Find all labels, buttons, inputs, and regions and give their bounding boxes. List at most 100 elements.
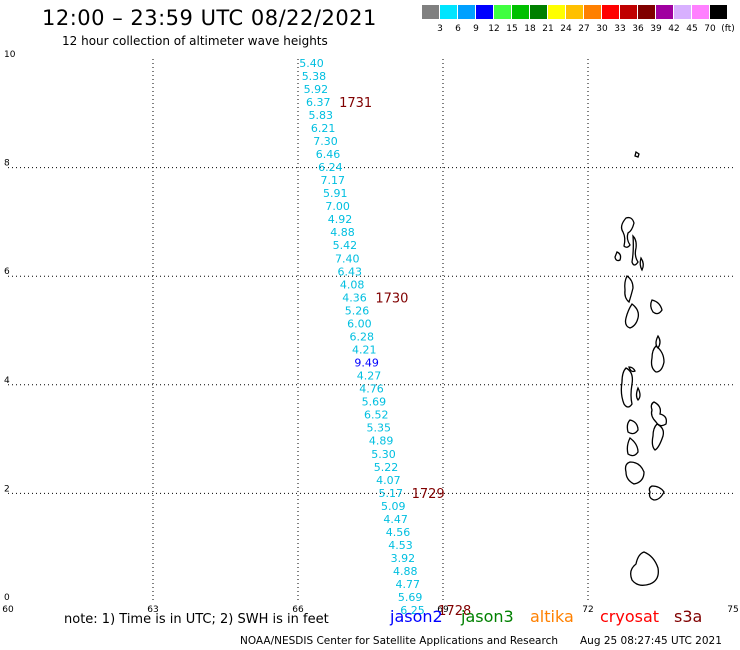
swh-label: 5.09 xyxy=(381,500,406,513)
island-outline xyxy=(628,366,636,373)
legend-label: 45 xyxy=(686,24,698,34)
island-outline xyxy=(620,367,634,408)
island-outline xyxy=(635,386,641,401)
sat-s3a: s3a xyxy=(674,607,703,626)
swh-label: 6.00 xyxy=(347,317,372,330)
island-outline xyxy=(648,485,665,501)
legend-label: 9 xyxy=(473,24,479,34)
legend-swatch xyxy=(566,5,583,19)
lat-tick-label: 0 xyxy=(4,593,10,603)
island-outline xyxy=(650,345,665,373)
sat-jason2: jason2 xyxy=(390,607,443,626)
lon-tick-label: 60 xyxy=(2,605,14,615)
swh-label: 4.89 xyxy=(369,435,394,448)
swh-label: 6.43 xyxy=(337,265,362,278)
legend-label: 33 xyxy=(614,24,626,34)
lon-tick-label: 75 xyxy=(727,605,738,615)
page-subtitle: 12 hour collection of altimeter wave hei… xyxy=(62,34,328,48)
swh-label: 5.83 xyxy=(308,109,333,122)
island-outline xyxy=(634,150,640,158)
time-label: 1730 xyxy=(375,291,408,306)
swh-label: 5.38 xyxy=(302,70,327,83)
legend-label: 18 xyxy=(524,24,536,34)
island-outline xyxy=(651,423,665,451)
swh-label: 5.30 xyxy=(371,448,396,461)
legend-swatch xyxy=(638,5,655,19)
footer-note: note: 1) Time is in UTC; 2) SWH is in fe… xyxy=(64,612,329,627)
time-label: 1729 xyxy=(412,487,445,502)
legend-swatch xyxy=(494,5,511,19)
legend-swatch xyxy=(692,5,709,19)
swh-label: 4.08 xyxy=(340,278,365,291)
lon-tick-label: 72 xyxy=(582,605,593,615)
island-outline xyxy=(624,461,645,485)
swh-label: 4.88 xyxy=(393,565,418,578)
swh-label: 5.35 xyxy=(366,422,391,435)
swh-label: 4.88 xyxy=(330,226,355,239)
swh-label: 5.17 xyxy=(379,487,404,500)
legend-swatch xyxy=(512,5,529,19)
swh-label: 4.07 xyxy=(376,474,401,487)
time-label: 1731 xyxy=(339,96,372,111)
island-outline xyxy=(631,234,639,266)
legend-swatch xyxy=(674,5,691,19)
sat-cryosat: cryosat xyxy=(600,607,660,626)
altimeter-track: 5.405.385.926.375.836.217.306.466.247.17… xyxy=(299,57,425,617)
legend-label: 27 xyxy=(578,24,590,34)
swh-label: 7.40 xyxy=(335,252,360,265)
swh-label: 6.21 xyxy=(311,122,336,135)
credit-line: NOAA/NESDIS Center for Satellite Applica… xyxy=(240,635,558,647)
island-outline xyxy=(620,216,635,248)
swh-label: 4.21 xyxy=(352,344,377,357)
swh-label: 5.42 xyxy=(333,239,358,252)
island-outline xyxy=(630,551,659,586)
sat-jason3: jason3 xyxy=(461,607,514,626)
swh-label: 4.92 xyxy=(328,213,353,226)
swh-label: 5.69 xyxy=(398,591,423,604)
time-labels: 1731 1730 1729 1728 xyxy=(339,96,471,619)
legend-label: 42 xyxy=(668,24,680,34)
legend-swatch xyxy=(602,5,619,19)
page-title: 12:00 – 23:59 UTC 08/22/2021 xyxy=(42,6,377,30)
legend-label: 21 xyxy=(542,24,554,34)
legend-label: 3 xyxy=(437,24,443,34)
legend-swatch xyxy=(620,5,637,19)
swh-label: 5.91 xyxy=(323,187,348,200)
legend-swatch xyxy=(440,5,457,19)
legend-swatch xyxy=(548,5,565,19)
island-outline xyxy=(626,437,639,457)
legend-swatch xyxy=(710,5,727,19)
swh-label: 9.49 xyxy=(354,357,379,370)
island-outline xyxy=(626,419,639,435)
island-outline xyxy=(614,251,622,262)
legend-label: 6 xyxy=(455,24,461,34)
swh-label: 4.77 xyxy=(395,578,420,591)
swh-label: 7.00 xyxy=(325,200,350,213)
swh-label: 4.36 xyxy=(342,291,367,304)
swh-label: 5.26 xyxy=(345,304,370,317)
swh-label: 6.25 xyxy=(400,604,425,617)
swh-label: 4.47 xyxy=(383,513,408,526)
swh-label: 7.17 xyxy=(321,174,346,187)
island-outline xyxy=(624,303,640,329)
legend-swatch xyxy=(422,5,439,19)
map-grid: 60 63 66 69 72 75 0 2 4 6 8 10 xyxy=(2,50,738,615)
swh-label: 4.76 xyxy=(359,383,384,396)
legend-swatch xyxy=(584,5,601,19)
legend-label: 15 xyxy=(506,24,518,34)
swh-label: 6.52 xyxy=(364,409,389,422)
legend-swatch xyxy=(476,5,493,19)
legend-swatch xyxy=(458,5,475,19)
legend-swatch xyxy=(530,5,547,19)
lat-tick-label: 2 xyxy=(4,484,10,494)
legend-label: 36 xyxy=(632,24,644,34)
lon-tick-label: 66 xyxy=(292,605,304,615)
legend-label: 24 xyxy=(560,24,572,34)
swh-label: 4.53 xyxy=(388,539,413,552)
island-outline xyxy=(650,299,663,315)
island-outline xyxy=(650,401,668,427)
maldives-coastline xyxy=(614,150,668,586)
swh-label: 5.22 xyxy=(374,461,399,474)
swh-label: 7.30 xyxy=(313,135,338,148)
swh-label: 5.69 xyxy=(362,396,387,409)
